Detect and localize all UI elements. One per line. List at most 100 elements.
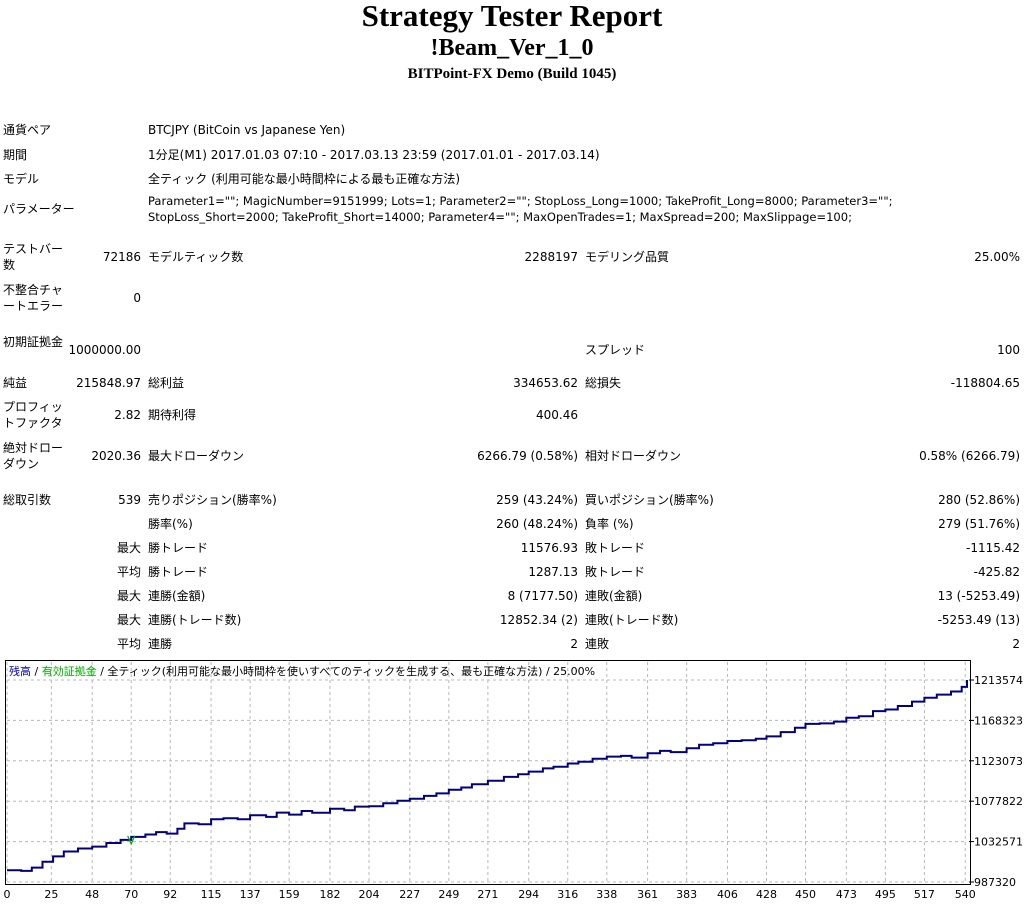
model-value: 全ティック (利用可能な最小時間枠による最も正確な方法) bbox=[148, 172, 461, 186]
payoff-label: 期待利得 bbox=[148, 408, 197, 422]
avg-consec-loss-label: 連敗 bbox=[585, 637, 610, 651]
x-tick-label: 48 bbox=[85, 888, 99, 901]
report-title: Strategy Tester Report bbox=[361, 0, 663, 33]
maximum-word: 最大 bbox=[116, 589, 141, 603]
gross-profit-value: 334653.62 bbox=[513, 376, 578, 390]
loss-rate-value: 279 (51.76%) bbox=[938, 517, 1020, 531]
y-tick-label: 1077822 bbox=[974, 795, 1023, 808]
rel-drawdown-label: 相対ドローダウン bbox=[585, 449, 682, 463]
spread-label: スプレッド bbox=[585, 343, 646, 357]
legend-separator: / bbox=[542, 665, 554, 678]
maximal-word: 最大 bbox=[116, 613, 141, 627]
consec-loss-amount-value: 13 (-5253.49) bbox=[937, 589, 1020, 603]
params-line-1: Parameter1=""; MagicNumber=9151999; Lots… bbox=[148, 194, 893, 208]
max-drawdown-value: 6266.79 (0.58%) bbox=[477, 449, 578, 463]
avg-win-value: 1287.13 bbox=[528, 565, 578, 579]
profit-factor-value: 2.82 bbox=[114, 408, 141, 422]
profit-factor-label: プロフィットファクタ bbox=[3, 400, 63, 430]
symbol-value: BTCJPY (BitCoin vs Japanese Yen) bbox=[148, 123, 346, 137]
x-tick-label: 115 bbox=[201, 888, 222, 901]
abs-drawdown-label: 絶対ドローダウン bbox=[3, 441, 64, 471]
x-tick-label: 227 bbox=[399, 888, 420, 901]
payoff-value: 400.46 bbox=[536, 408, 578, 422]
x-tick-label: 316 bbox=[557, 888, 578, 901]
total-trades-label: 総取引数 bbox=[3, 493, 52, 507]
x-tick-label: 294 bbox=[518, 888, 539, 901]
y-tick-label: 987320 bbox=[974, 876, 1016, 889]
long-positions-value: 280 (52.86%) bbox=[938, 493, 1020, 507]
y-tick-label: 1123073 bbox=[974, 755, 1023, 768]
x-tick-label: 137 bbox=[240, 888, 261, 901]
consec-loss-amount-label: 連敗(金額) bbox=[585, 589, 643, 603]
period-value: 1分足(M1) 2017.01.03 07:10 - 2017.03.13 23… bbox=[148, 148, 600, 162]
legend-equity: 有効証拠金 bbox=[41, 665, 97, 678]
equity-line bbox=[127, 835, 136, 846]
gross-loss-label: 総損失 bbox=[585, 376, 622, 390]
gross-profit-label: 総利益 bbox=[148, 376, 185, 390]
params-line-2: StopLoss_Short=2000; TakeProfit_Short=14… bbox=[148, 210, 852, 224]
mismatch-value: 0 bbox=[133, 291, 141, 305]
consec-loss-count-value: -5253.49 (13) bbox=[937, 613, 1020, 627]
x-tick-label: 271 bbox=[477, 888, 498, 901]
x-tick-label: 249 bbox=[438, 888, 459, 901]
bars-value: 72186 bbox=[102, 250, 141, 264]
short-positions-value: 259 (43.24%) bbox=[496, 493, 578, 507]
consec-loss-count-label: 連敗(トレード数) bbox=[585, 613, 679, 627]
x-tick-label: 204 bbox=[358, 888, 379, 901]
x-tick-label: 383 bbox=[676, 888, 697, 901]
period-label: 期間 bbox=[3, 148, 28, 162]
largest-win-label: 勝トレード bbox=[148, 541, 209, 555]
net-label: 純益 bbox=[3, 376, 28, 390]
largest-loss-label: 敗トレード bbox=[585, 541, 646, 555]
x-tick-label: 517 bbox=[914, 888, 935, 901]
legend-model: 全ティック(利用可能な最小時間枠を使いすべてのティックを生成する、最も正確な方法… bbox=[107, 665, 543, 678]
deposit-value: 1000000.00 bbox=[68, 343, 141, 357]
quality-value: 25.00% bbox=[974, 250, 1020, 264]
quality-label: モデリング品質 bbox=[585, 250, 670, 264]
largest-loss-value: -1115.42 bbox=[966, 541, 1020, 555]
consec-win-amount-label: 連勝(金額) bbox=[148, 589, 206, 603]
x-tick-label: 495 bbox=[875, 888, 896, 901]
x-tick-label: 406 bbox=[717, 888, 738, 901]
total-trades-value: 539 bbox=[118, 493, 141, 507]
y-tick-label: 1168323 bbox=[974, 714, 1023, 727]
legend-balance: 残高 bbox=[9, 665, 31, 678]
params-label: パラメーター bbox=[3, 202, 75, 216]
x-tick-label: 25 bbox=[44, 888, 58, 901]
ticks-label: モデルティック数 bbox=[148, 250, 244, 264]
bars-label: テストバー数 bbox=[3, 242, 64, 272]
y-tick-label: 1213574 bbox=[974, 674, 1023, 687]
net-value: 215848.97 bbox=[76, 376, 141, 390]
max-drawdown-label: 最大ドローダウン bbox=[148, 449, 245, 463]
avg-win-label: 勝トレード bbox=[148, 565, 209, 579]
win-rate-value: 260 (48.24%) bbox=[496, 517, 578, 531]
average-word: 平均 bbox=[116, 565, 141, 579]
legend-separator: / bbox=[31, 665, 42, 678]
avg-loss-label: 敗トレード bbox=[585, 565, 646, 579]
deposit-label: 初期証拠金 bbox=[3, 335, 64, 349]
loss-rate-label: 負率 (%) bbox=[585, 517, 634, 531]
x-tick-label: 0 bbox=[4, 888, 11, 901]
avg-consec-loss-value: 2 bbox=[1012, 637, 1020, 651]
x-tick-label: 70 bbox=[124, 888, 138, 901]
x-tick-label: 473 bbox=[836, 888, 857, 901]
x-tick-label: 540 bbox=[955, 888, 976, 901]
x-tick-label: 182 bbox=[319, 888, 340, 901]
balance-line bbox=[7, 680, 968, 872]
x-tick-label: 92 bbox=[163, 888, 177, 901]
legend-quality: 25.00% bbox=[553, 665, 596, 678]
x-tick-label: 361 bbox=[637, 888, 658, 901]
ea-name: !Beam_Ver_1_0 bbox=[430, 35, 594, 61]
x-tick-label: 428 bbox=[756, 888, 777, 901]
largest-win-value: 11576.93 bbox=[520, 541, 578, 555]
y-tick-label: 1032571 bbox=[974, 836, 1023, 849]
avg-consec-word: 平均 bbox=[116, 637, 141, 651]
consec-win-count-label: 連勝(トレード数) bbox=[148, 613, 242, 627]
chart-legend: 残高 / 有効証拠金 / 全ティック(利用可能な最小時間枠を使いすべてのティック… bbox=[9, 665, 595, 679]
x-tick-label: 159 bbox=[279, 888, 300, 901]
mismatch-label: 不整合チャートエラー bbox=[3, 283, 64, 313]
short-positions-label: 売りポジション(勝率%) bbox=[148, 493, 277, 507]
x-tick-label: 450 bbox=[795, 888, 816, 901]
model-label: モデル bbox=[3, 172, 40, 186]
